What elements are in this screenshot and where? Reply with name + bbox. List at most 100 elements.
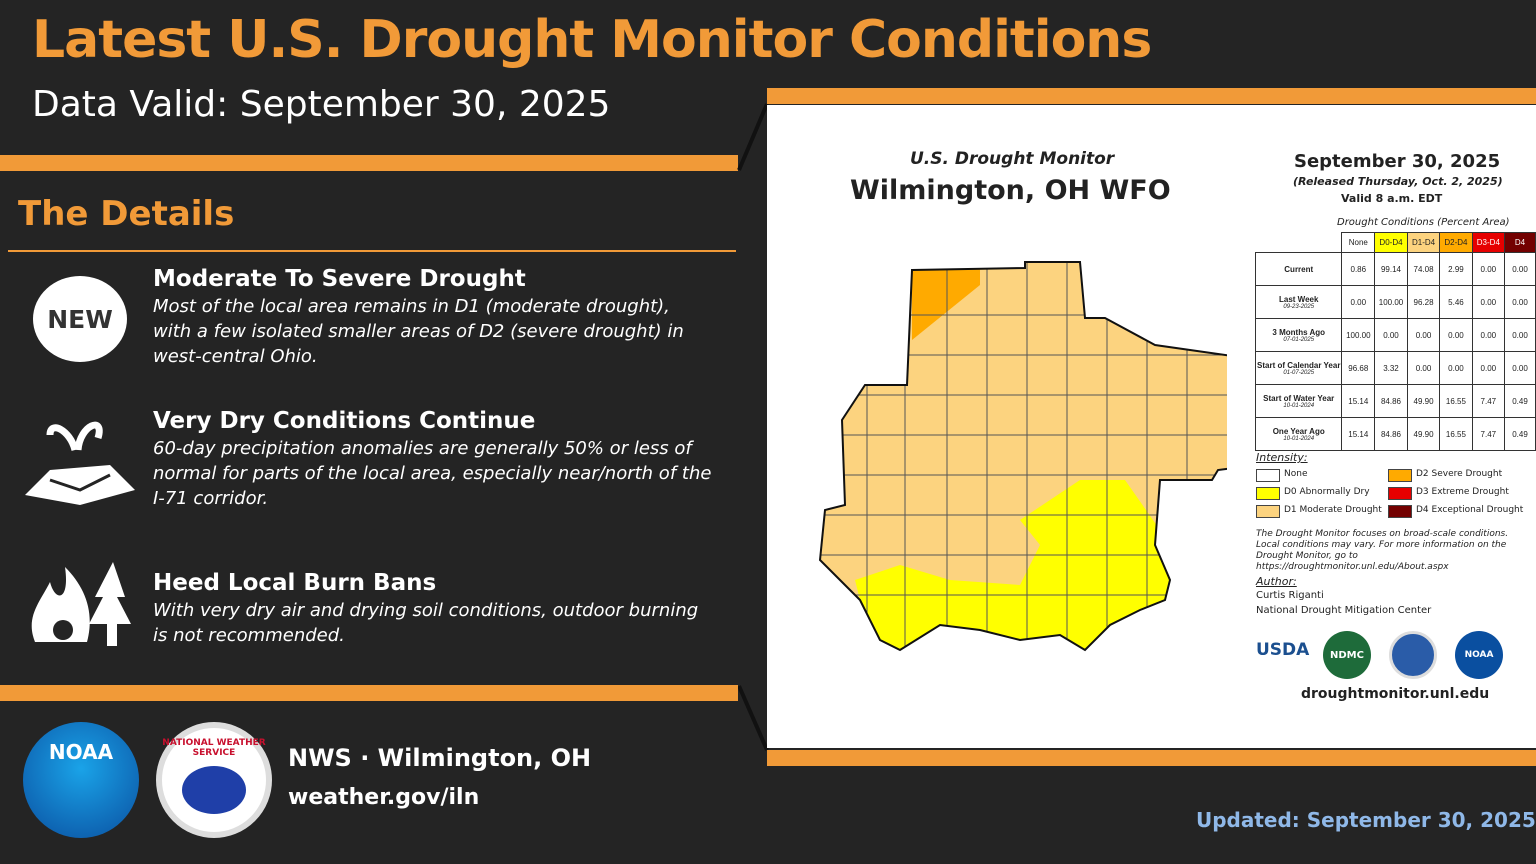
drought-table: None D0-D4 D1-D4 D2-D4 D3-D4 D4 Current 0.86 99.… xyxy=(1254,232,1536,451)
row-date: 07-01-2025 xyxy=(1283,336,1315,343)
cell: 15.14 xyxy=(1341,384,1376,418)
row-date: 10-01-2024 xyxy=(1283,402,1315,409)
legend-label: D1 Moderate Drought xyxy=(1284,505,1382,515)
detail: Moderate To Severe Drought Most of the lo… xyxy=(153,266,713,369)
cell: 0.00 xyxy=(1504,351,1536,385)
cell: 99.14 xyxy=(1374,252,1408,286)
detail-text: With very dry air and drying soil condit… xyxy=(153,600,699,646)
cell: 0.00 xyxy=(1504,318,1536,352)
legend-label: D4 Exceptional Drought xyxy=(1416,505,1524,515)
detail-text: Most of the local area remains in D1 (mo… xyxy=(153,296,684,367)
organization: National Drought Mitigation Center xyxy=(1256,605,1432,616)
row-label-text: Start of Water Year xyxy=(1263,393,1335,403)
row-label-text: One Year Ago xyxy=(1272,426,1325,436)
cell: 0.49 xyxy=(1504,384,1536,418)
cell: 84.86 xyxy=(1374,384,1408,418)
badge: NEW xyxy=(33,276,127,362)
fire-icon xyxy=(31,562,131,646)
updated: Updated: September 30, 2025 xyxy=(1196,808,1536,832)
cell: 3.32 xyxy=(1374,351,1408,385)
cell: 96.68 xyxy=(1341,351,1376,385)
legend-label: None xyxy=(1284,469,1308,479)
column-header: D2-D4 xyxy=(1439,232,1473,253)
legend-swatch xyxy=(1388,487,1412,500)
table-row: 3 Months Ago 07-01-2025 100.00 0.00 0.00 0.00… xyxy=(1254,318,1536,352)
cell: 0.00 xyxy=(1471,285,1506,319)
subtitle: Data Valid: September 30, 2025 xyxy=(32,84,611,125)
map-region: Wilmington, OH WFO xyxy=(850,175,1171,206)
column-header: None xyxy=(1341,232,1376,253)
author-label: Author: xyxy=(1256,575,1297,588)
cell: 0.00 xyxy=(1439,351,1473,385)
column-header: D0-D4 xyxy=(1374,232,1408,253)
cell: 84.86 xyxy=(1374,417,1408,451)
cell: 100.00 xyxy=(1341,318,1376,352)
cell: 16.55 xyxy=(1439,384,1473,418)
table-row: Start of Calendar Year 01-07-2025 96.68 3.3… xyxy=(1254,351,1536,385)
stripe xyxy=(0,685,738,701)
legend-swatch xyxy=(1256,469,1280,482)
row-label: Last Week 09-23-2025 xyxy=(1254,285,1343,319)
legend-label: D3 Extreme Drought xyxy=(1416,487,1509,497)
row-label-text: Start of Calendar Year xyxy=(1257,360,1341,370)
cell: 96.28 xyxy=(1406,285,1441,319)
legend-swatch xyxy=(1256,487,1280,500)
cell: 5.46 xyxy=(1439,285,1473,319)
corner xyxy=(1256,233,1342,253)
cell: 0.00 xyxy=(1471,252,1506,286)
cell: 0.00 xyxy=(1504,252,1536,286)
cell: 0.00 xyxy=(1471,351,1506,385)
stripe xyxy=(767,88,1536,104)
row-label-text: Last Week xyxy=(1279,294,1319,304)
map-valid: Valid 8 a.m. EDT xyxy=(1341,192,1443,205)
map-date: September 30, 2025 xyxy=(1294,151,1501,172)
legend-swatch xyxy=(1256,505,1280,518)
ndmc-logo: NDMC xyxy=(1323,631,1371,679)
note: The Drought Monitor focuses on broad-sca… xyxy=(1256,529,1509,572)
title: Latest U.S. Drought Monitor Conditions xyxy=(32,10,1152,70)
column-header: D4 xyxy=(1504,232,1536,253)
dry-icon xyxy=(25,421,135,505)
detail: Heed Local Burn Bans With very dry air an… xyxy=(153,570,713,648)
legend-title: Intensity: xyxy=(1256,451,1308,464)
website: weather.gov/iln xyxy=(288,785,480,810)
row-label: 3 Months Ago 07-01-2025 xyxy=(1254,318,1343,352)
cell: 15.14 xyxy=(1341,417,1376,451)
table-row: Last Week 09-23-2025 0.00 100.00 96.28 5.46 0.… xyxy=(1254,285,1536,319)
office: NWS · Wilmington, OH xyxy=(288,744,592,772)
details-heading: The Details xyxy=(18,194,235,234)
table-row: One Year Ago 10-01-2024 15.14 84.86 49.90 16.… xyxy=(1254,417,1536,451)
detail-title: Heed Local Burn Bans xyxy=(153,570,437,596)
cell: 0.86 xyxy=(1341,252,1376,286)
d2-area xyxy=(912,268,980,340)
legend-label: D0 Abnormally Dry xyxy=(1284,487,1370,497)
cell: 74.08 xyxy=(1406,252,1441,286)
cell: 0.00 xyxy=(1374,318,1408,352)
table-row: Start of Water Year 10-01-2024 15.14 84.86 4… xyxy=(1254,384,1536,418)
doc-logo xyxy=(1389,631,1437,679)
row-label: Start of Water Year 10-01-2024 xyxy=(1254,384,1343,418)
column-header: D3-D4 xyxy=(1471,232,1506,253)
url: droughtmonitor.unl.edu xyxy=(1301,686,1490,702)
map-panel: U.S. Drought Monitor Wilmington, OH WFO … xyxy=(767,105,1536,748)
cell: 0.49 xyxy=(1504,417,1536,451)
row-date: 01-07-2025 xyxy=(1283,369,1315,376)
column-header: D1-D4 xyxy=(1406,232,1441,253)
map-released: (Released Thursday, Oct. 2, 2025) xyxy=(1293,175,1503,188)
legend-swatch xyxy=(1388,505,1412,518)
map xyxy=(818,261,1227,652)
map-outline xyxy=(818,261,1227,652)
cell: 49.90 xyxy=(1406,384,1441,418)
detail: Very Dry Conditions Continue 60-day preci… xyxy=(153,408,713,511)
detail-text: 60-day precipitation anomalies are gener… xyxy=(153,438,712,509)
cell: 0.00 xyxy=(1406,318,1441,352)
row-date: 10-01-2024 xyxy=(1283,435,1315,442)
table-header: None D0-D4 D1-D4 D2-D4 D3-D4 D4 xyxy=(1256,232,1536,253)
slant xyxy=(737,103,769,751)
stripe xyxy=(767,750,1536,766)
row-label: Current xyxy=(1254,252,1343,286)
d0-area xyxy=(855,480,1170,650)
detail-title: Moderate To Severe Drought xyxy=(153,266,526,292)
cell: 16.55 xyxy=(1439,417,1473,451)
